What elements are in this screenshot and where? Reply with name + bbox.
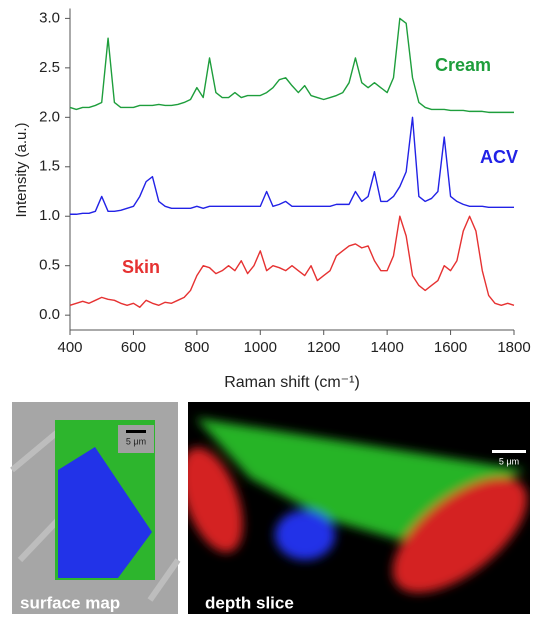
x-tick-label: 600 [121, 339, 146, 356]
figure: Intensity (a.u.) Raman shift (cm⁻¹) 0.0 0… [0, 0, 536, 627]
y-axis-title: Intensity (a.u.) [13, 122, 30, 217]
x-tick-label: 400 [57, 339, 82, 356]
depth-slice-panel: 5 μm depth slice [169, 402, 536, 614]
chart: Intensity (a.u.) Raman shift (cm⁻¹) 0.0 0… [13, 9, 531, 392]
y-tick-label: 1.5 [39, 158, 60, 175]
series-label: ACV [480, 147, 518, 167]
series-label: Skin [122, 257, 160, 277]
x-tick-label: 1200 [307, 339, 340, 356]
y-tick-label: 2.0 [39, 108, 60, 125]
x-axis-title: Raman shift (cm⁻¹) [224, 374, 360, 391]
x-tick-label: 1800 [497, 339, 530, 356]
scale-bar [126, 430, 146, 433]
blue-region [275, 510, 335, 560]
x-tick-label: 1600 [434, 339, 467, 356]
y-tick-label: 1.0 [39, 207, 60, 224]
panel-label: depth slice [205, 593, 294, 612]
x-tick-label: 800 [184, 339, 209, 356]
y-tick-label: 0.0 [39, 306, 60, 323]
panel-label: surface map [20, 593, 120, 612]
series-line [70, 117, 514, 214]
y-tick-label: 0.5 [39, 257, 60, 274]
scale-bar [492, 450, 526, 453]
x-tick-label: 1400 [370, 339, 403, 356]
scale-label: 5 μm [499, 456, 519, 466]
x-tick-label: 1000 [244, 339, 277, 356]
series-label: Cream [435, 55, 491, 75]
scale-label: 5 μm [126, 436, 146, 446]
y-tick-label: 2.5 [39, 59, 60, 76]
y-tick-label: 3.0 [39, 9, 60, 26]
surface-map-panel: 5 μm surface map [12, 402, 178, 614]
